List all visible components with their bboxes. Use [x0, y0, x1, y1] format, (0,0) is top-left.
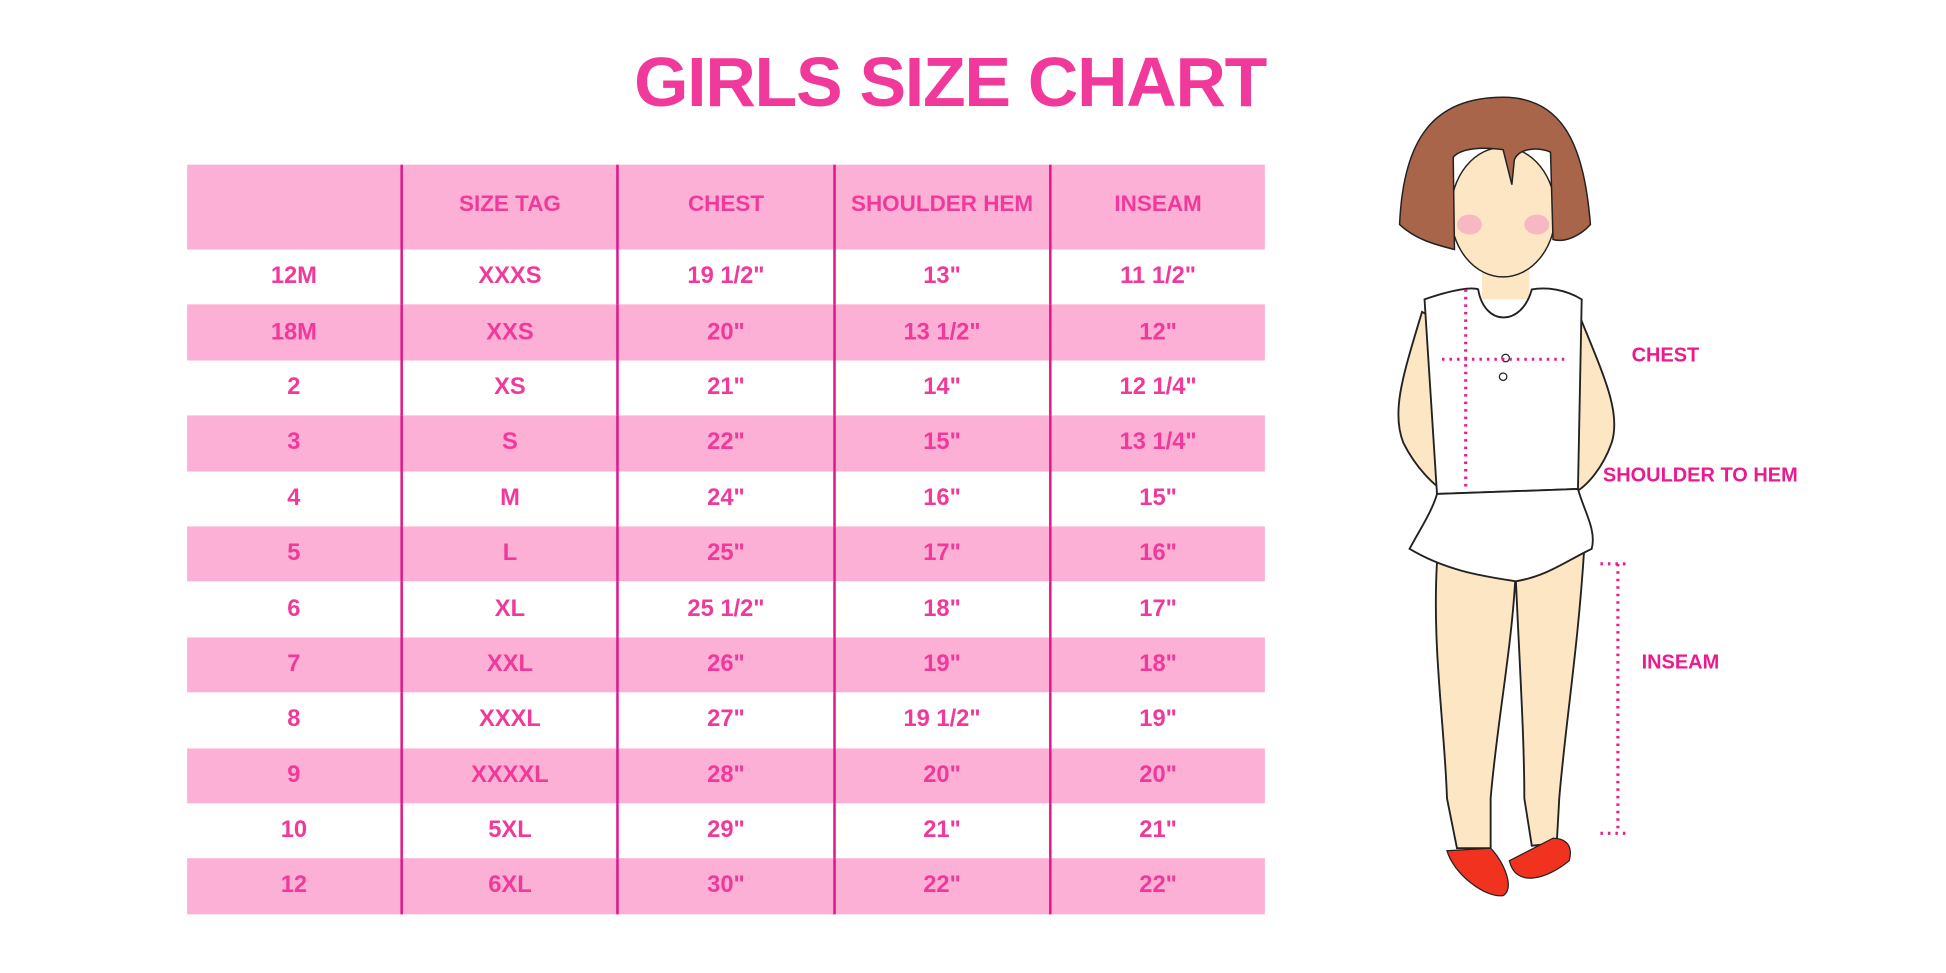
table-cell: 5XL	[400, 803, 617, 859]
table-cell: 21"	[832, 803, 1049, 859]
table-cell: 24"	[616, 470, 833, 527]
table-cell: XXXXL	[400, 747, 617, 804]
table-row: 18M XXS 20" 13 1/2" 12"	[187, 304, 1265, 361]
table-cell: XL	[400, 581, 617, 638]
column-header: CHEST	[616, 164, 833, 250]
table-cell: 18"	[1048, 637, 1265, 693]
table-cell: XS	[400, 360, 617, 416]
table-cell: 20"	[832, 747, 1049, 804]
table-cell: 13 1/4"	[1048, 415, 1265, 471]
table-row: 5 L 25" 17" 16"	[187, 526, 1265, 582]
table-cell: 6	[287, 595, 301, 622]
table-cell: M	[400, 470, 617, 527]
table-cell: 9	[287, 761, 301, 788]
table-cell: 12M	[270, 263, 317, 290]
table-cell: 22"	[832, 858, 1049, 914]
table-row: 12 6XL 30" 22" 22"	[187, 858, 1265, 914]
table-cell: 12 1/4"	[1048, 360, 1265, 416]
table-cell: 7	[287, 651, 301, 678]
table-cell: 30"	[616, 858, 833, 914]
table-cell: 18"	[832, 581, 1049, 638]
table-cell: 20"	[1048, 747, 1265, 804]
column-header	[187, 165, 401, 250]
table-row: 8 XXXL 27" 19 1/2" 19"	[187, 692, 1265, 748]
table-cell: 20"	[616, 304, 833, 361]
table-cell: 25 1/2"	[616, 581, 833, 638]
table-row: 6 XL 25 1/2" 18" 17"	[187, 581, 1265, 638]
table-row: 9 XXXXL 28" 20" 20"	[187, 747, 1265, 804]
column-header: INSEAM	[1048, 164, 1265, 250]
table-cell: 22"	[1048, 858, 1265, 914]
table-row: 3 S 22" 15" 13 1/4"	[187, 415, 1265, 471]
girl-illustration	[1397, 96, 1628, 897]
table-cell: 3	[287, 429, 301, 456]
table-cell: 13 1/2"	[832, 304, 1049, 361]
table-row: 4 M 24" 16" 15"	[187, 470, 1265, 527]
table-cell: 12	[280, 872, 308, 899]
size-table: SIZE TAG CHEST SHOULDER HEM INSEAM 12M XXXS 19…	[187, 164, 1265, 914]
table-cell: 27"	[616, 692, 833, 748]
table-cell: 2	[287, 374, 301, 401]
page-title: GIRLS SIZE CHART	[634, 42, 1267, 121]
table-cell: 15"	[1048, 470, 1265, 527]
table-row: 7 XXL 26" 19" 18"	[187, 637, 1265, 693]
table-cell: 22"	[616, 415, 833, 471]
inseam-label: INSEAM	[1641, 652, 1720, 674]
table-cell: XXS	[400, 304, 617, 361]
shoulder-to-hem-label: SHOULDER TO HEM	[1602, 465, 1798, 487]
chest-label: CHEST	[1631, 345, 1700, 367]
table-cell: 19"	[1048, 692, 1265, 748]
table-cell: XXXL	[400, 692, 617, 748]
table-cell: 21"	[616, 360, 833, 416]
table-header-row: SIZE TAG CHEST SHOULDER HEM INSEAM	[187, 164, 1265, 250]
table-cell: 8	[287, 706, 301, 733]
table-cell: 16"	[832, 470, 1049, 527]
table-cell: XXL	[400, 637, 617, 693]
table-row: 2 XS 21" 14" 12 1/4"	[187, 360, 1265, 416]
table-cell: S	[400, 415, 617, 471]
table-cell: 6XL	[400, 858, 617, 914]
table-cell: 14"	[832, 360, 1049, 416]
table-cell: 13"	[832, 249, 1049, 305]
table-row: 10 5XL 29" 21" 21"	[187, 803, 1265, 859]
table-cell: 17"	[832, 526, 1049, 582]
table-cell: 15"	[832, 415, 1049, 471]
table-cell: XXXS	[400, 249, 617, 305]
table-cell: 18M	[270, 318, 317, 346]
table-cell: 26"	[616, 637, 833, 693]
table-cell: 12"	[1048, 304, 1265, 361]
table-cell: 5	[287, 540, 301, 567]
table-cell: 16"	[1048, 526, 1265, 582]
table-cell: 11 1/2"	[1048, 249, 1265, 305]
table-cell: L	[400, 526, 617, 582]
column-header: SIZE TAG	[400, 164, 617, 250]
table-cell: 10	[280, 817, 308, 844]
table-cell: 19 1/2"	[832, 692, 1049, 748]
table-cell: 19"	[832, 637, 1049, 693]
column-header: SHOULDER HEM	[832, 164, 1049, 250]
table-cell: 25"	[616, 526, 833, 582]
table-cell: 4	[287, 484, 301, 512]
table-cell: 21"	[1048, 803, 1265, 859]
table-row: 12M XXXS 19 1/2" 13" 11 1/2"	[187, 249, 1265, 305]
table-cell: 29"	[616, 803, 833, 859]
table-cell: 28"	[616, 747, 833, 804]
table-cell: 17"	[1048, 581, 1265, 638]
table-cell: 19 1/2"	[616, 249, 833, 305]
